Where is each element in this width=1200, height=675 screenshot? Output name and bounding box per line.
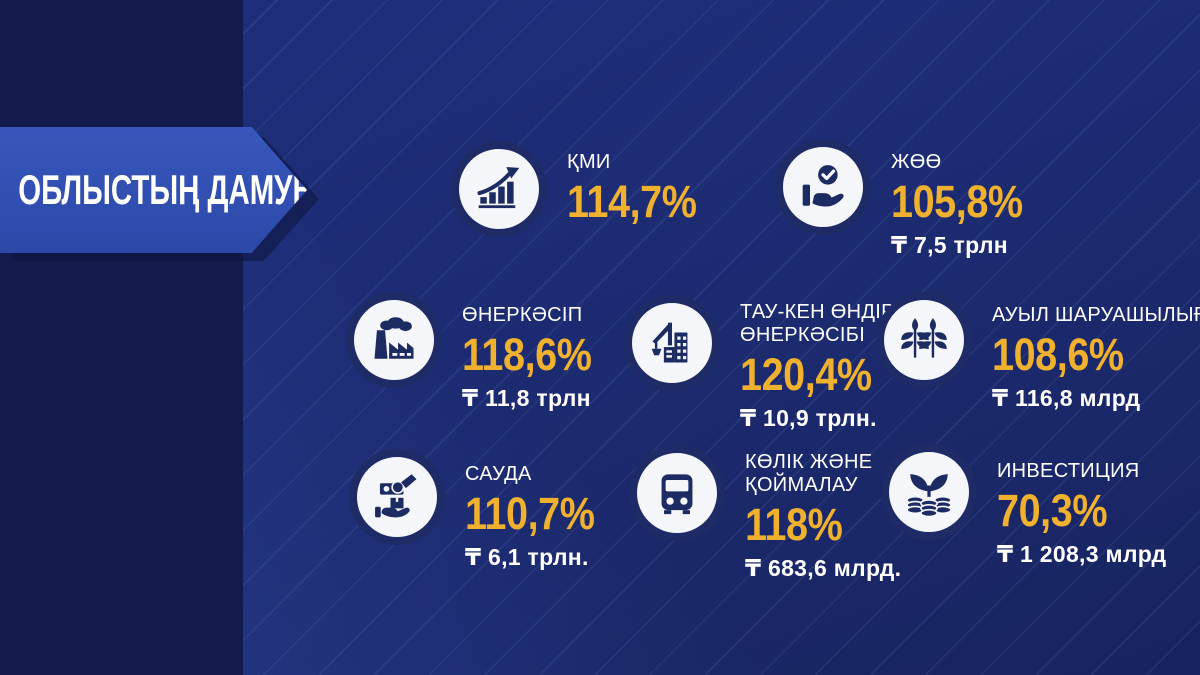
stat-percent: 108,6% — [992, 329, 1124, 380]
growth-chart-icon — [477, 167, 520, 209]
stat-card-tauken: ТАУ-КЕН ӨНДІРУ ӨНЕРКӘСІБІ 120,4% ₸ 10,9 … — [624, 295, 935, 432]
hand-check-icon — [802, 165, 844, 207]
stat-amount: ₸ 11,8 трлн — [462, 384, 591, 411]
stat-card-kmi: ҚМИ 114,7% — [451, 141, 714, 237]
stat-card-invest: ИНВЕСТИЦИЯ 70,3% ₸ 1 208,3 млрд — [881, 444, 1166, 568]
stat-percent: 105,8% — [891, 176, 1023, 227]
stat-percent: 70,3% — [997, 485, 1108, 536]
stat-icon-circle — [624, 295, 720, 391]
stat-amount: ₸ 116,8 млрд — [992, 384, 1141, 411]
stat-percent: 118,6% — [462, 329, 592, 380]
stat-icon-circle — [775, 139, 871, 235]
stat-percent: 118% — [745, 499, 843, 550]
bus-icon — [661, 474, 693, 515]
page-title: ОБЛЫСТЫҢ ДАМУЫ — [18, 166, 322, 213]
stat-icon-circle — [346, 292, 442, 388]
stat-label: КӨЛІК ЖӘНЕ ҚОЙМАЛАУ — [745, 451, 873, 496]
stat-card-kolik: КӨЛІК ЖӘНЕ ҚОЙМАЛАУ 118% ₸ 683,6 млрд. — [629, 445, 910, 582]
stat-icon-circle — [451, 141, 547, 237]
stat-label: ИНВЕСТИЦИЯ — [997, 460, 1140, 482]
stat-label: АУЫЛ ШАРУАШЫЛЫҒЫ — [992, 304, 1200, 326]
trade-hands-icon — [375, 474, 417, 518]
wheat-icon — [901, 318, 947, 358]
crane-icon — [651, 322, 688, 363]
stat-icon-circle — [349, 449, 445, 545]
title-banner: ОБЛЫСТЫҢ ДАМУЫ — [0, 127, 307, 253]
stat-icon-circle — [881, 444, 977, 540]
factory-icon — [374, 317, 414, 359]
stat-label: ӨНЕРКӘСІП — [462, 304, 583, 326]
stat-label: САУДА — [465, 463, 532, 485]
stat-percent: 110,7% — [465, 488, 595, 539]
stat-percent: 114,7% — [567, 176, 697, 227]
stat-icon-circle — [876, 292, 972, 388]
stat-label: ЖӨӨ — [891, 151, 942, 173]
left-side-band — [0, 0, 243, 675]
stat-card-sauda: САУДА 110,7% ₸ 6,1 трлн. — [349, 449, 612, 571]
stat-amount: ₸ 7,5 трлн — [891, 231, 1009, 258]
stat-label: ҚМИ — [567, 151, 611, 173]
sprout-coins-icon — [906, 474, 952, 518]
stat-amount: ₸ 6,1 трлн. — [465, 543, 589, 570]
stat-label: ТАУ-КЕН ӨНДІРУ ӨНЕРКӘСІБІ — [740, 301, 908, 346]
stat-amount: ₸ 683,6 млрд. — [745, 554, 902, 581]
stat-card-zhoo: ЖӨӨ 105,8% ₸ 7,5 трлн — [775, 139, 1041, 259]
stat-amount: ₸ 10,9 трлн. — [740, 404, 877, 431]
stat-card-onerkasip: ӨНЕРКӘСІП 118,6% ₸ 11,8 трлн — [346, 292, 609, 412]
stat-card-auyl: АУЫЛ ШАРУАШЫЛЫҒЫ 108,6% ₸ 116,8 млрд — [876, 292, 1200, 412]
stat-amount: ₸ 1 208,3 млрд — [997, 540, 1167, 567]
stat-icon-circle — [629, 445, 725, 541]
stat-percent: 120,4% — [740, 349, 872, 400]
